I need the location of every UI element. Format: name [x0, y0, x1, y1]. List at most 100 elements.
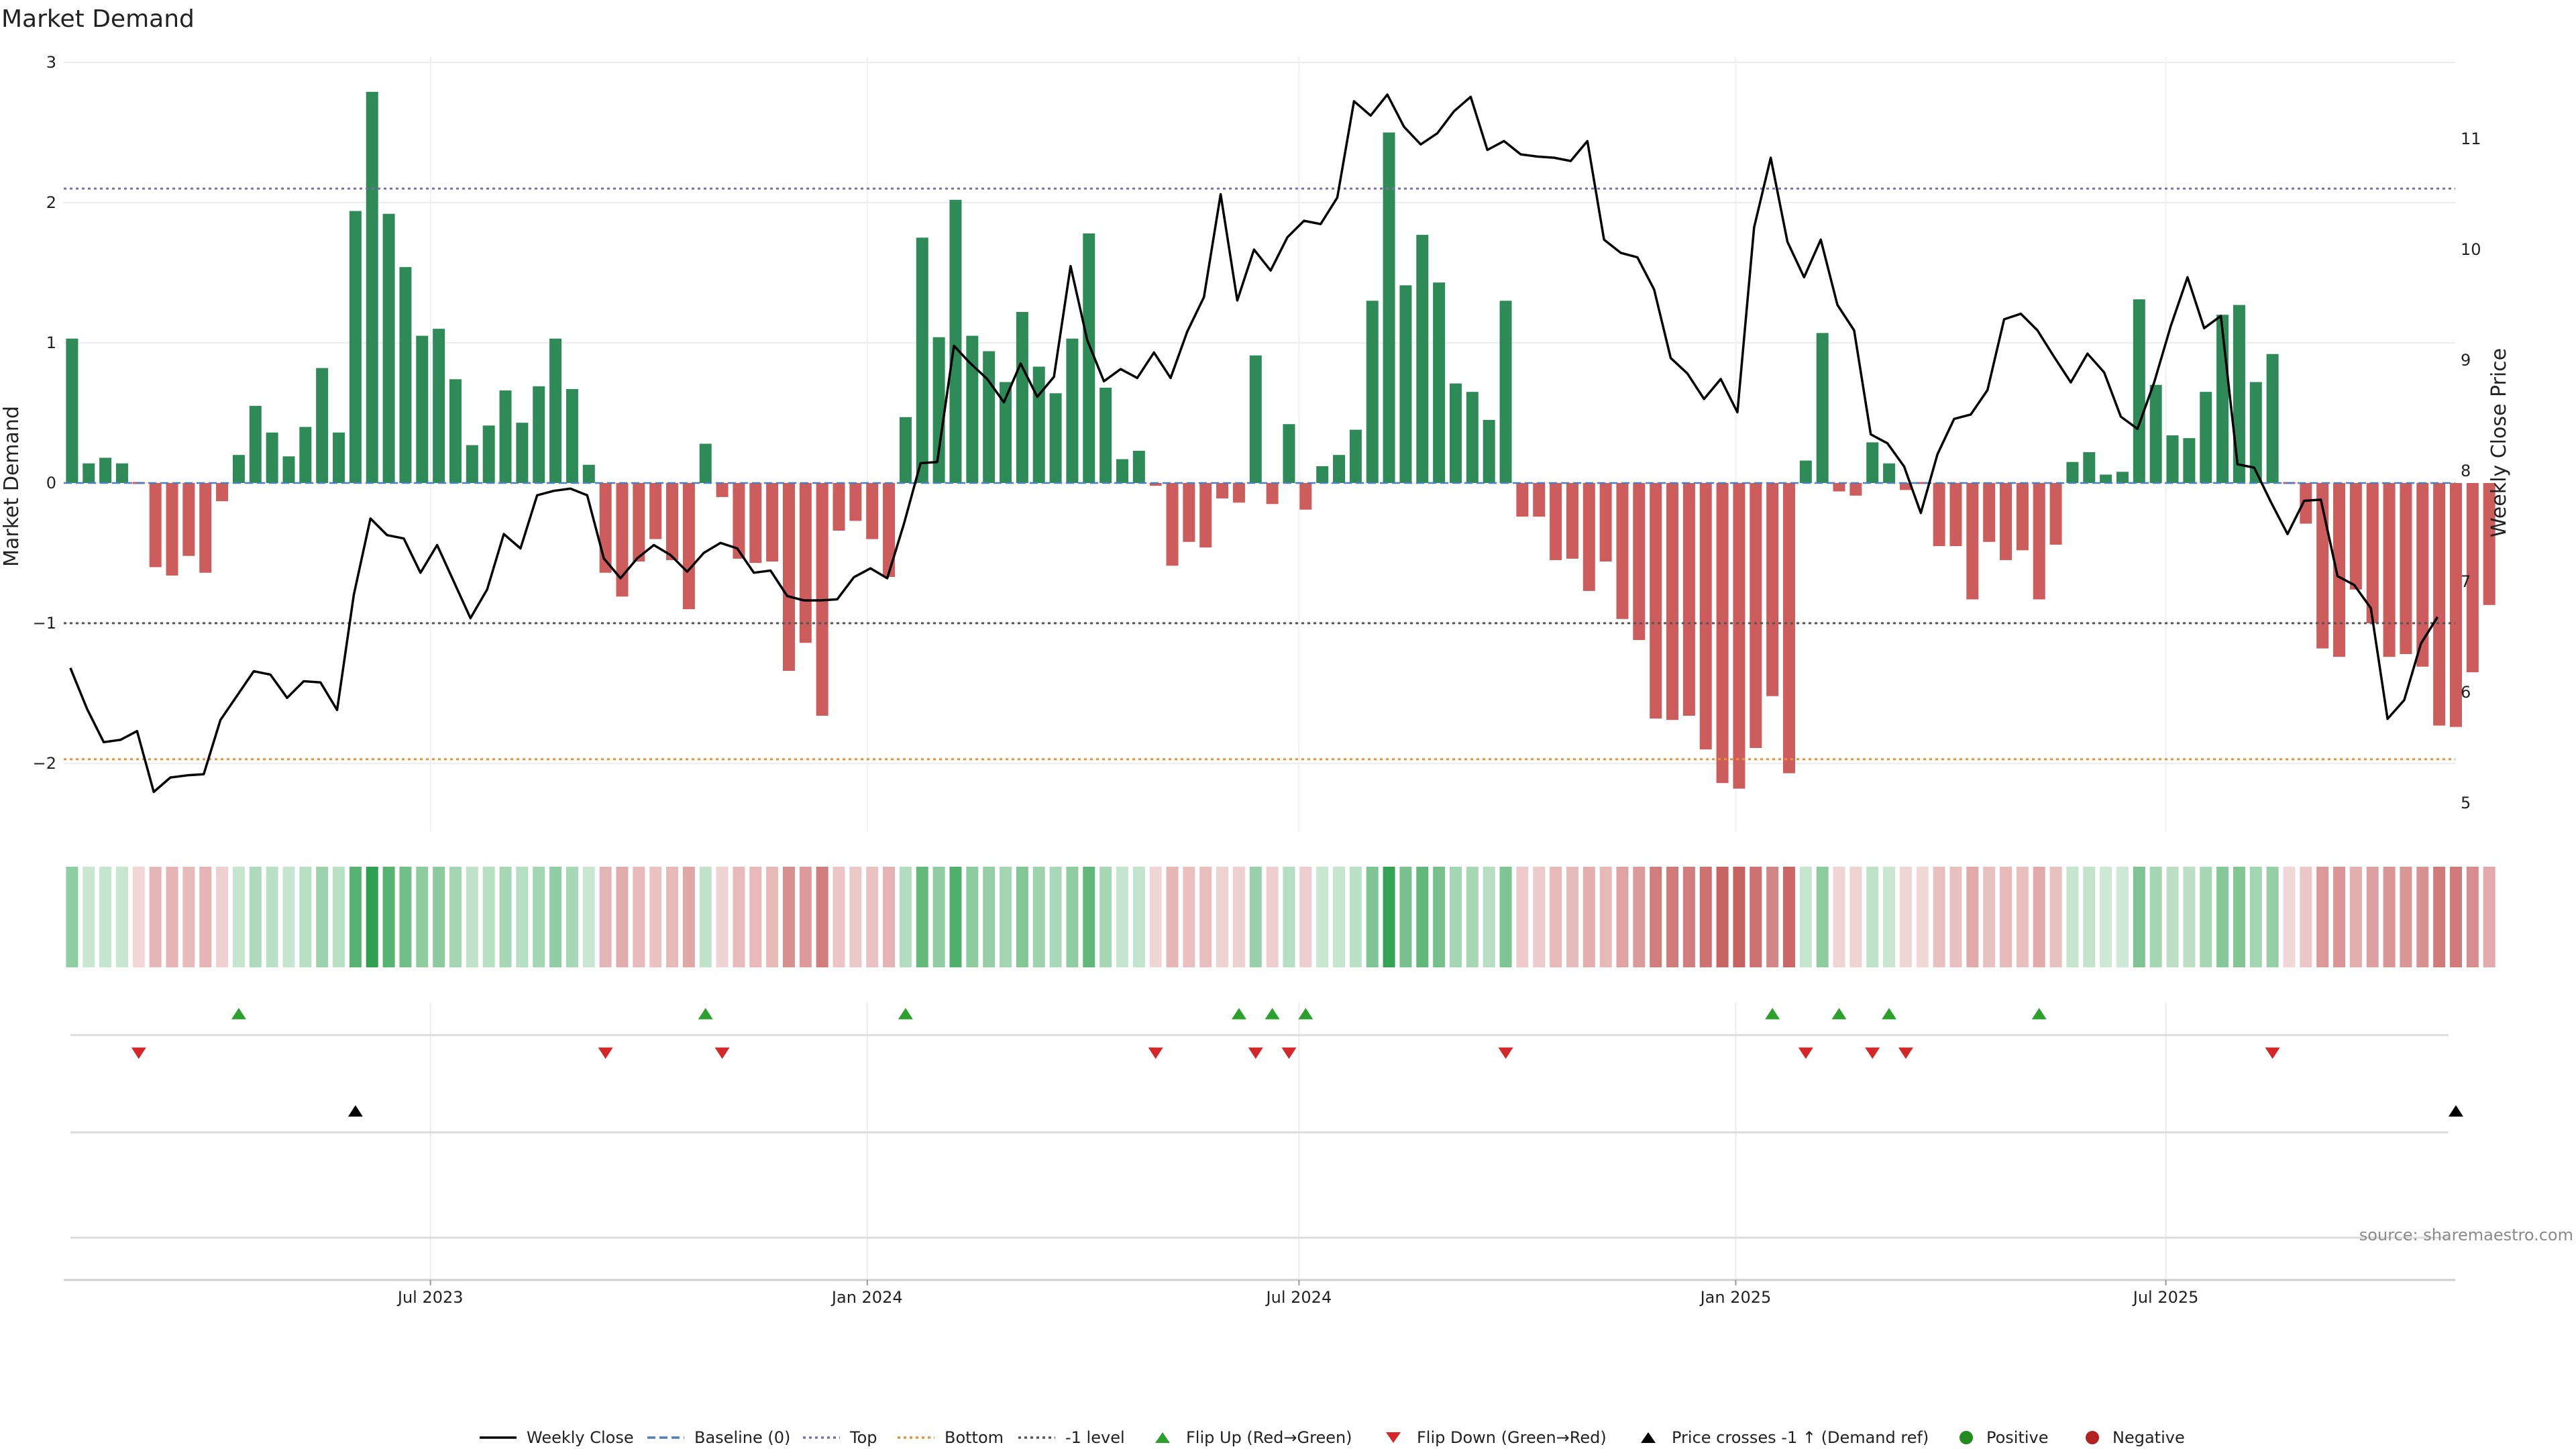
heat-cell: [932, 867, 945, 967]
heat-cell: [582, 867, 595, 967]
price-cross-marker: [347, 1105, 363, 1117]
heat-cell: [2016, 867, 2029, 967]
legend-label: Flip Down (Green→Red): [1417, 1428, 1607, 1447]
heat-cell: [83, 867, 95, 967]
legend-label: Weekly Close: [527, 1428, 634, 1447]
heat-cell: [533, 867, 545, 967]
heat-cell: [2333, 867, 2346, 967]
demand-bar: [2383, 483, 2396, 657]
heat-cell: [2383, 867, 2396, 967]
heat-cell: [2200, 867, 2212, 967]
flip-down-marker: [1898, 1047, 1913, 1059]
price-cross-marker: [2448, 1105, 2463, 1117]
heat-cell: [2316, 867, 2329, 967]
heat-cell: [1633, 867, 1646, 967]
demand-bar: [782, 483, 795, 672]
reference-lines: [64, 187, 2455, 761]
demand-bar: [2049, 483, 2062, 545]
demand-bar: [1366, 301, 1379, 483]
legend-label: Flip Up (Red→Green): [1186, 1428, 1352, 1447]
heat-cell: [633, 867, 645, 967]
demand-bar: [833, 483, 845, 531]
demand-bar: [2449, 483, 2462, 727]
heat-cell: [232, 867, 245, 967]
demand-bar: [916, 237, 928, 483]
demand-bar: [1149, 483, 1162, 486]
heat-cell: [2100, 867, 2112, 967]
heat-cell: [1782, 867, 1795, 967]
y-tick-label: 3: [46, 53, 56, 72]
y2-axis-label: Weekly Close Price: [2487, 348, 2511, 537]
demand-bar: [1249, 355, 1262, 483]
demand-bar: [2166, 435, 2179, 483]
demand-bar: [1066, 338, 1079, 483]
demand-bar: [749, 483, 762, 564]
demand-bar: [2116, 472, 2129, 483]
heat-cell: [216, 867, 229, 967]
heat-cell: [2000, 867, 2012, 967]
demand-bar: [2133, 299, 2145, 483]
demand-bar: [2483, 483, 2496, 605]
demand-bar: [1699, 483, 1712, 750]
demand-bar: [966, 335, 979, 483]
demand-bar: [499, 390, 512, 483]
heat-cell: [2366, 867, 2379, 967]
y2-tick-label: 6: [2461, 683, 2471, 702]
heat-cell: [1849, 867, 1862, 967]
demand-bar: [533, 386, 545, 483]
heat-cell: [366, 867, 378, 967]
heat-cell: [2166, 867, 2179, 967]
demand-bar: [649, 483, 662, 539]
demand-bar: [566, 388, 578, 483]
flip-down-marker: [1148, 1047, 1163, 1059]
y-tick-label: −2: [33, 754, 56, 773]
heat-cell: [1883, 867, 1896, 967]
demand-bar: [2249, 382, 2262, 483]
heat-cell: [1299, 867, 1312, 967]
heat-cell: [149, 867, 162, 967]
demand-bar: [433, 329, 445, 483]
flip-up-marker: [1231, 1008, 1246, 1020]
demand-bar: [482, 425, 495, 483]
demand-bar: [1899, 483, 1912, 490]
heat-cell: [249, 867, 262, 967]
heat-cell: [1682, 867, 1695, 967]
legend-label: Top: [849, 1428, 877, 1447]
demand-bar: [2000, 483, 2012, 560]
heat-cell: [966, 867, 979, 967]
heat-cell: [799, 867, 812, 967]
heat-cell: [1550, 867, 1562, 967]
demand-bar: [1616, 483, 1629, 619]
demand-bar: [2300, 483, 2312, 524]
demand-bar: [1983, 483, 1996, 542]
heat-cell: [1132, 867, 1145, 967]
grid-lines: [64, 57, 2455, 1281]
heat-cell: [1433, 867, 1446, 967]
demand-bar: [883, 483, 896, 578]
legend-label: Negative: [2112, 1428, 2185, 1447]
demand-bar: [1650, 483, 1662, 719]
heat-cell: [199, 867, 212, 967]
demand-bar: [1199, 483, 1212, 548]
heat-cell: [1383, 867, 1395, 967]
heat-cell: [333, 867, 345, 967]
demand-bar: [1883, 463, 1896, 483]
heat-cell: [2283, 867, 2296, 967]
demand-bar: [949, 199, 962, 483]
demand-bar: [1566, 483, 1578, 559]
heat-cell: [449, 867, 462, 967]
demand-bar: [1483, 419, 1495, 483]
demand-bar: [2366, 483, 2379, 623]
heat-cell: [1816, 867, 1829, 967]
demand-bar: [99, 458, 112, 483]
demand-bar: [866, 483, 879, 539]
heat-cell: [266, 867, 278, 967]
demand-bar: [1049, 393, 1062, 483]
heat-cell: [2249, 867, 2262, 967]
demand-bar: [1449, 383, 1462, 483]
heat-cell: [2149, 867, 2162, 967]
demand-bar: [1216, 483, 1229, 498]
y2-tick-label: 8: [2461, 462, 2471, 480]
demand-bar: [1099, 387, 1112, 483]
